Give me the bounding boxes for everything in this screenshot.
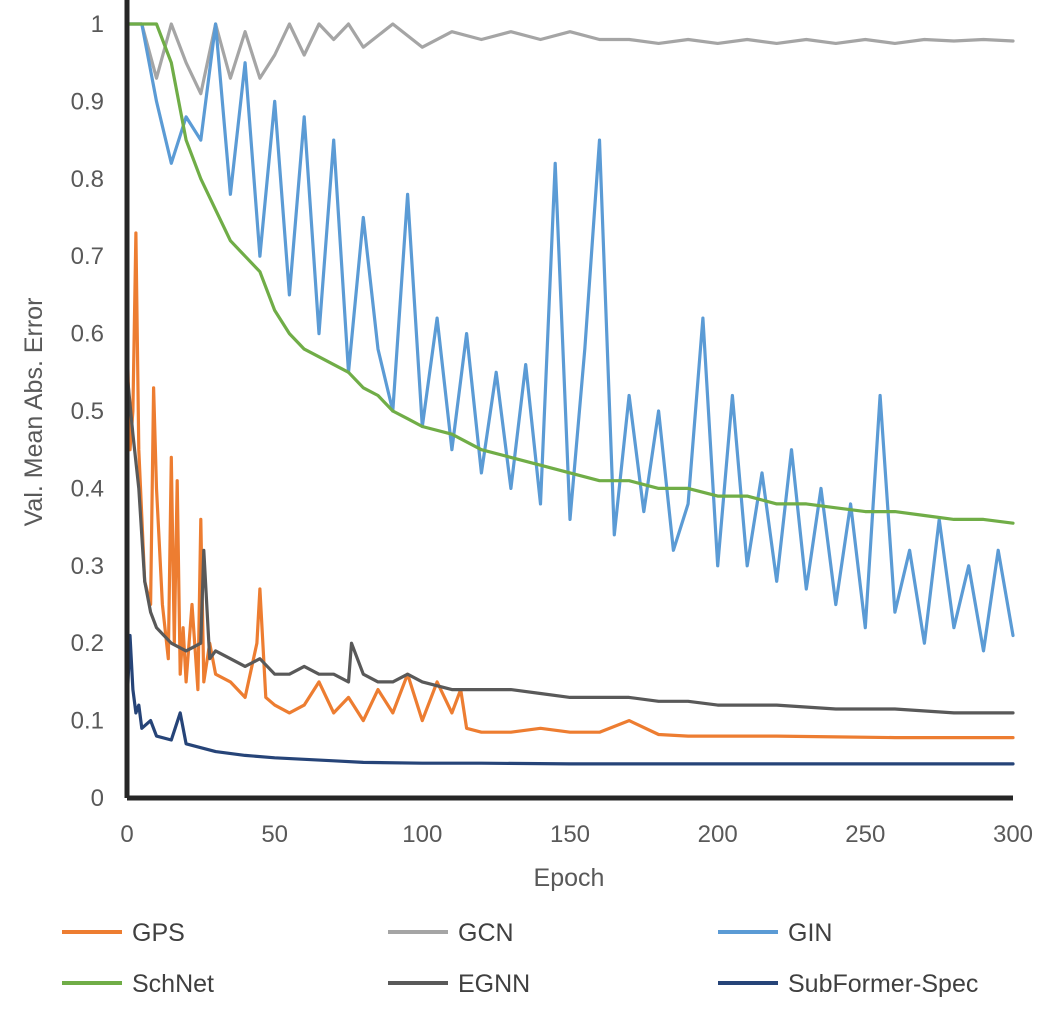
x-tick-label: 300 <box>993 821 1033 848</box>
series-line-gin <box>127 22 1015 653</box>
legend-label: SubFormer-Spec <box>788 970 978 998</box>
legend-label: EGNN <box>458 970 530 998</box>
y-tick-label: 1 <box>91 11 104 38</box>
axes <box>124 0 1013 801</box>
y-tick-label: 0.6 <box>71 321 104 348</box>
y-tick-label: 0.8 <box>71 166 104 193</box>
legend-item: SubFormer-Spec <box>718 970 978 998</box>
legend: GPS GCN GIN SchNet EGNN SubFormer-Spec <box>62 919 978 998</box>
series-line-gps <box>127 231 1015 740</box>
series-line-schnet <box>127 22 1015 525</box>
y-tick-labels: 0 0.1 0.2 0.3 0.4 0.5 0.6 0.7 0.8 0.9 1 <box>71 11 104 812</box>
legend-label: GIN <box>788 919 832 947</box>
legend-item: EGNN <box>388 970 530 998</box>
x-tick-label: 100 <box>402 821 442 848</box>
legend-item: SchNet <box>62 970 214 998</box>
y-tick-label: 0.7 <box>71 243 104 270</box>
x-tick-label: 50 <box>261 821 288 848</box>
series-line-gcn <box>127 22 1015 96</box>
legend-label: GPS <box>132 919 185 947</box>
y-tick-label: 0.4 <box>71 475 104 502</box>
y-tick-label: 0 <box>91 785 104 812</box>
x-tick-label: 150 <box>550 821 590 848</box>
legend-label: GCN <box>458 919 514 947</box>
legend-label: SchNet <box>132 970 214 998</box>
y-tick-label: 0.9 <box>71 88 104 115</box>
y-tick-label: 0.2 <box>71 630 104 657</box>
x-tick-label: 250 <box>845 821 885 848</box>
y-tick-label: 0.5 <box>71 398 104 425</box>
x-tick-labels: 0 50 100 150 200 250 300 <box>120 821 1033 848</box>
x-tick-label: 0 <box>120 821 133 848</box>
y-tick-label: 0.3 <box>71 553 104 580</box>
legend-item: GPS <box>62 919 185 947</box>
series-line-egnn <box>127 370 1015 715</box>
plot-area <box>127 22 1015 766</box>
x-axis-title: Epoch <box>534 864 605 892</box>
series-line-subformer-spec <box>127 633 1015 766</box>
y-tick-label: 0.1 <box>71 708 104 735</box>
legend-item: GIN <box>718 919 832 947</box>
legend-item: GCN <box>388 919 514 947</box>
x-tick-label: 200 <box>698 821 738 848</box>
series-lines <box>127 22 1015 766</box>
y-axis-title: Val. Mean Abs. Error <box>20 298 48 527</box>
